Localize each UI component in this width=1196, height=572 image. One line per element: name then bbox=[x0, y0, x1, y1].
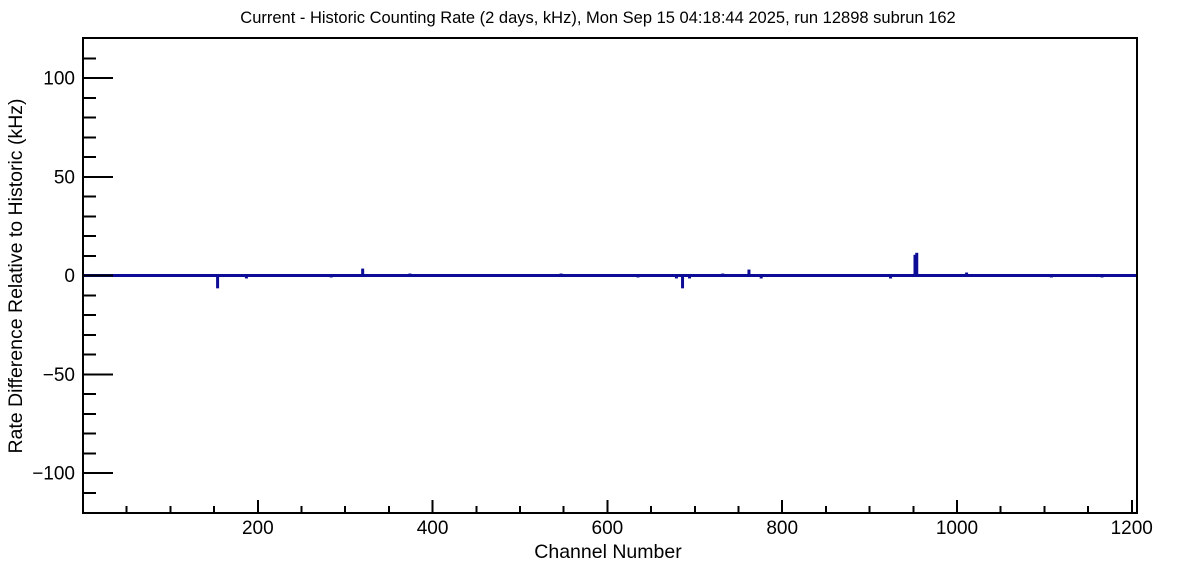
chart-title: Current - Historic Counting Rate (2 days… bbox=[240, 9, 956, 27]
y-tick-label: −100 bbox=[32, 464, 75, 485]
x-tick-label: 800 bbox=[766, 518, 798, 539]
y-tick-label: 100 bbox=[43, 69, 75, 90]
x-tick-label: 1000 bbox=[936, 518, 978, 539]
y-tick-label: −50 bbox=[43, 365, 75, 386]
y-tick-label: 50 bbox=[54, 167, 75, 188]
plot-area: 200 400 600 800 1000 1200 −100 −50 0 50 100 bbox=[32, 37, 1153, 539]
x-axis-title: Channel Number bbox=[534, 541, 682, 563]
x-tick-label: 600 bbox=[592, 518, 624, 539]
x-tick-label: 1200 bbox=[1111, 518, 1153, 539]
x-tick-label: 200 bbox=[242, 518, 274, 539]
y-tick-label: 0 bbox=[64, 266, 75, 287]
x-tick-label: 400 bbox=[417, 518, 449, 539]
y-axis-title: Rate Difference Relative to Historic (kH… bbox=[5, 98, 27, 453]
